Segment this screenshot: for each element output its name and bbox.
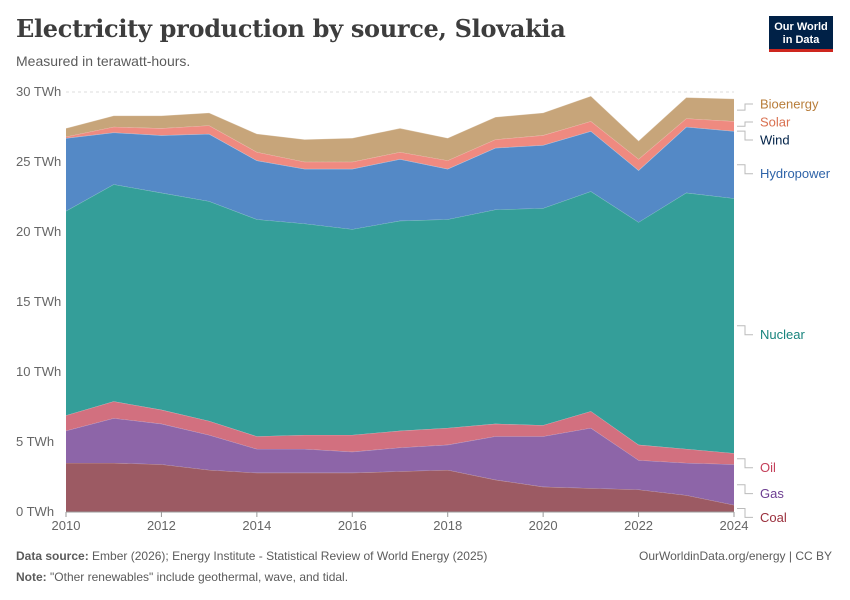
- legend-connector-gas: [737, 484, 753, 495]
- area-oil[interactable]: [66, 401, 734, 465]
- legend-connector-coal: [737, 508, 753, 518]
- y-tick-label: 15 TWh: [16, 294, 61, 309]
- chart-note: Note: "Other renewables" include geother…: [16, 570, 348, 584]
- logo-line-1: Our World: [774, 20, 828, 33]
- chart-subtitle: Measured in terawatt-hours.: [16, 53, 191, 69]
- legend-connector-wind: [737, 130, 753, 141]
- legend-label-oil[interactable]: Oil: [760, 460, 776, 475]
- legend-connector-solar: [737, 121, 753, 127]
- area-coal[interactable]: [66, 463, 734, 512]
- x-tick-label: 2020: [529, 518, 558, 533]
- area-nuclear[interactable]: [66, 184, 734, 454]
- legend-connector-bioenergy: [737, 103, 753, 111]
- license-link[interactable]: OurWorldinData.org/energy | CC BY: [639, 549, 832, 563]
- y-tick-label: 25 TWh: [16, 154, 61, 169]
- area-solar[interactable]: [66, 118, 734, 171]
- legend-label-coal[interactable]: Coal: [760, 510, 787, 525]
- x-tick-label: 2022: [624, 518, 653, 533]
- legend-label-gas[interactable]: Gas: [760, 486, 784, 501]
- legend-label-solar[interactable]: Solar: [760, 115, 791, 130]
- x-tick-label: 2010: [52, 518, 81, 533]
- area-bioenergy[interactable]: [66, 96, 734, 162]
- x-tick-label: 2018: [433, 518, 462, 533]
- note-text: "Other renewables" include geothermal, w…: [50, 570, 349, 584]
- chart-title: Electricity production by source, Slovak…: [16, 14, 566, 43]
- legend-label-hydropower[interactable]: Hydropower: [760, 166, 831, 181]
- legend-label-nuclear[interactable]: Nuclear: [760, 327, 805, 342]
- legend-connector-oil: [737, 458, 753, 469]
- legend-connector-nuclear: [737, 325, 753, 336]
- y-tick-label: 10 TWh: [16, 364, 61, 379]
- legend-label-wind[interactable]: Wind: [760, 133, 790, 148]
- area-edge-bioenergy: [65, 95, 735, 142]
- data-source: Data source: Ember (2026); Energy Instit…: [16, 549, 487, 563]
- source-label: Data source:: [16, 549, 89, 563]
- area-gas[interactable]: [66, 418, 734, 505]
- y-tick-label: 5 TWh: [16, 434, 54, 449]
- legend-connector-hydropower: [737, 164, 753, 175]
- legend-label-bioenergy[interactable]: Bioenergy: [760, 97, 819, 112]
- source-text[interactable]: Ember (2026); Energy Institute - Statist…: [92, 549, 488, 563]
- note-label: Note:: [16, 570, 47, 584]
- area-hydropower[interactable]: [66, 127, 734, 230]
- y-tick-label: 20 TWh: [16, 224, 61, 239]
- x-tick-label: 2024: [720, 518, 749, 533]
- x-tick-label: 2012: [147, 518, 176, 533]
- x-tick-label: 2014: [242, 518, 271, 533]
- x-tick-label: 2016: [338, 518, 367, 533]
- owid-logo[interactable]: Our World in Data: [769, 16, 833, 52]
- y-tick-label: 30 TWh: [16, 84, 61, 99]
- y-tick-label: 0 TWh: [16, 504, 54, 519]
- logo-line-2: in Data: [782, 33, 820, 46]
